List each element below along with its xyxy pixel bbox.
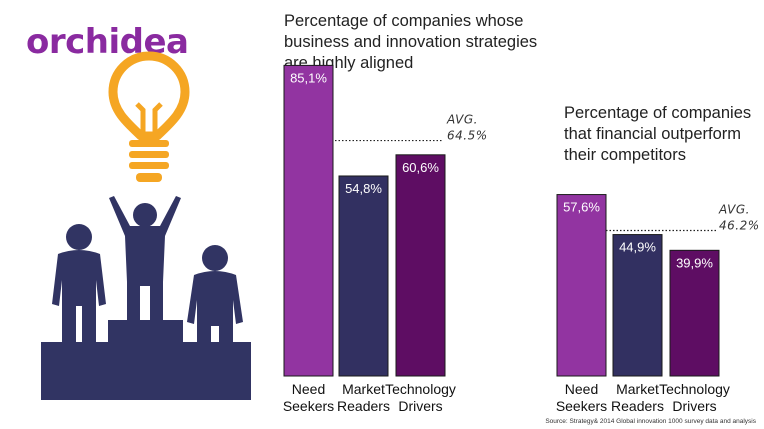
chart1-category-label-need-seekers-line1: Need [292, 381, 325, 397]
chart1-category-label-market-readers-line1: Market [342, 381, 385, 397]
chart1-category-label-need-seekers-line2: Seekers [283, 398, 334, 414]
chart1-value-label-market-readers: 54,8% [345, 181, 382, 196]
chart1-average-label-line1: AVG. [446, 113, 478, 127]
chart2-category-label-need-seekers-line2: Seekers [556, 398, 607, 414]
chart2-category-label-market-readers-line2: Readers [611, 398, 664, 414]
chart2-category-label-technology-drivers-line2: Drivers [672, 398, 716, 414]
chart2-average-label-line2: 46.2% [719, 218, 760, 232]
chart2-value-label-need-seekers: 57,6% [563, 200, 600, 215]
chart1-average-label-line2: 64.5% [447, 129, 488, 143]
chart1-category-label-technology-drivers-line2: Drivers [398, 398, 442, 414]
chart2-bar-need-seekers [556, 194, 607, 377]
chart1-value-label-need-seekers: 85,1% [290, 70, 327, 85]
person-center-icon [109, 196, 181, 320]
chart2-category-label-technology-drivers-line1: Technology [659, 381, 730, 397]
chart2-value-label-market-readers: 44,9% [619, 240, 656, 255]
chart2-bar-technology-drivers [669, 249, 720, 377]
chart1-category-label-market-readers-line2: Readers [337, 398, 390, 414]
chart2-category-label-need-seekers-line1: Need [565, 381, 598, 397]
chart1-bar-market-readers [338, 175, 389, 377]
podium-icon [41, 320, 251, 400]
chart2-value-label-technology-drivers: 39,9% [676, 255, 713, 270]
source-note: Source: Strategy& 2014 Global innovation… [545, 418, 756, 425]
chart2-title: Percentage of companies that financial o… [564, 104, 752, 164]
chart1-category-label-technology-drivers-line1: Technology [385, 381, 456, 397]
podium-illustration [41, 51, 251, 400]
chart1-bar-technology-drivers [395, 154, 446, 377]
chart2-average-label-line1: AVG. [718, 202, 750, 216]
chart1-bar-need-seekers [283, 64, 334, 377]
person-left-icon [52, 224, 106, 342]
person-right-icon [187, 245, 243, 362]
chart2-category-label-market-readers-line1: Market [616, 381, 659, 397]
lightbulb-icon [108, 51, 190, 182]
chart2-bar-market-readers [612, 234, 663, 377]
chart1-value-label-technology-drivers: 60,6% [402, 160, 439, 175]
